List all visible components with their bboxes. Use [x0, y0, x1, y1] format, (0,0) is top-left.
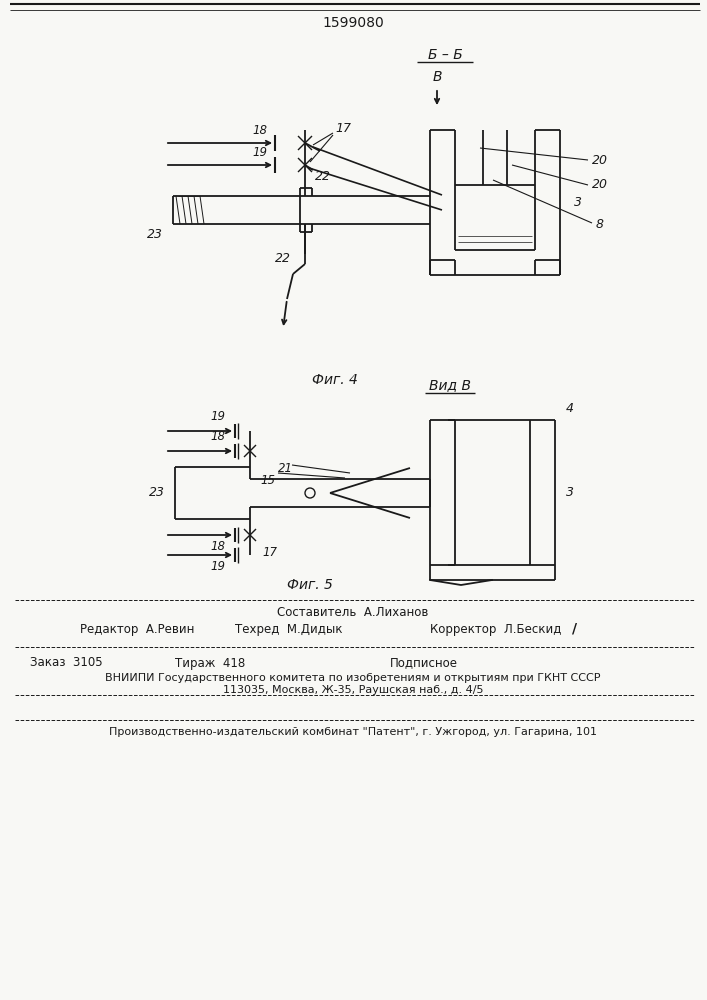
Text: 18: 18 — [211, 540, 226, 554]
Text: Техред  М.Дидык: Техред М.Дидык — [235, 624, 342, 637]
Text: 8: 8 — [596, 219, 604, 232]
Text: 22: 22 — [315, 169, 331, 182]
Text: В: В — [432, 70, 442, 84]
Text: Корректор  Л.Бескид: Корректор Л.Бескид — [430, 624, 561, 637]
Text: Производственно-издательский комбинат "Патент", г. Ужгород, ул. Гагарина, 101: Производственно-издательский комбинат "П… — [109, 727, 597, 737]
Text: 4: 4 — [566, 401, 574, 414]
Text: 3: 3 — [566, 487, 574, 499]
Text: 3: 3 — [574, 196, 582, 210]
Text: 19: 19 — [211, 410, 226, 424]
Text: 17: 17 — [335, 121, 351, 134]
Text: 20: 20 — [592, 153, 608, 166]
Text: 23: 23 — [149, 487, 165, 499]
Text: ВНИИПИ Государственного комитета по изобретениям и открытиям при ГКНТ СССР: ВНИИПИ Государственного комитета по изоб… — [105, 673, 601, 683]
Text: Редактор  А.Ревин: Редактор А.Ревин — [80, 624, 194, 637]
Text: Тираж  418: Тираж 418 — [175, 656, 245, 670]
Text: Заказ  3105: Заказ 3105 — [30, 656, 103, 670]
Text: 15: 15 — [260, 475, 276, 488]
Text: 23: 23 — [147, 228, 163, 240]
Text: /: / — [573, 621, 578, 635]
Text: Подписное: Подписное — [390, 656, 458, 670]
Text: 22: 22 — [275, 252, 291, 265]
Text: 18: 18 — [211, 430, 226, 444]
Text: Составитель  А.Лиханов: Составитель А.Лиханов — [277, 606, 428, 619]
Text: 21: 21 — [278, 462, 293, 475]
Text: 20: 20 — [592, 178, 608, 192]
Text: 17: 17 — [262, 546, 278, 560]
Text: 18: 18 — [252, 123, 267, 136]
Text: 1599080: 1599080 — [322, 16, 384, 30]
Text: Вид В: Вид В — [429, 378, 471, 392]
Text: 19: 19 — [252, 145, 267, 158]
Text: Б – Б: Б – Б — [428, 48, 462, 62]
Text: Фиг. 5: Фиг. 5 — [287, 578, 333, 592]
Text: Фиг. 4: Фиг. 4 — [312, 373, 358, 387]
Text: 113035, Москва, Ж-35, Раушская наб., д. 4/5: 113035, Москва, Ж-35, Раушская наб., д. … — [223, 685, 484, 695]
Text: 19: 19 — [211, 560, 226, 574]
